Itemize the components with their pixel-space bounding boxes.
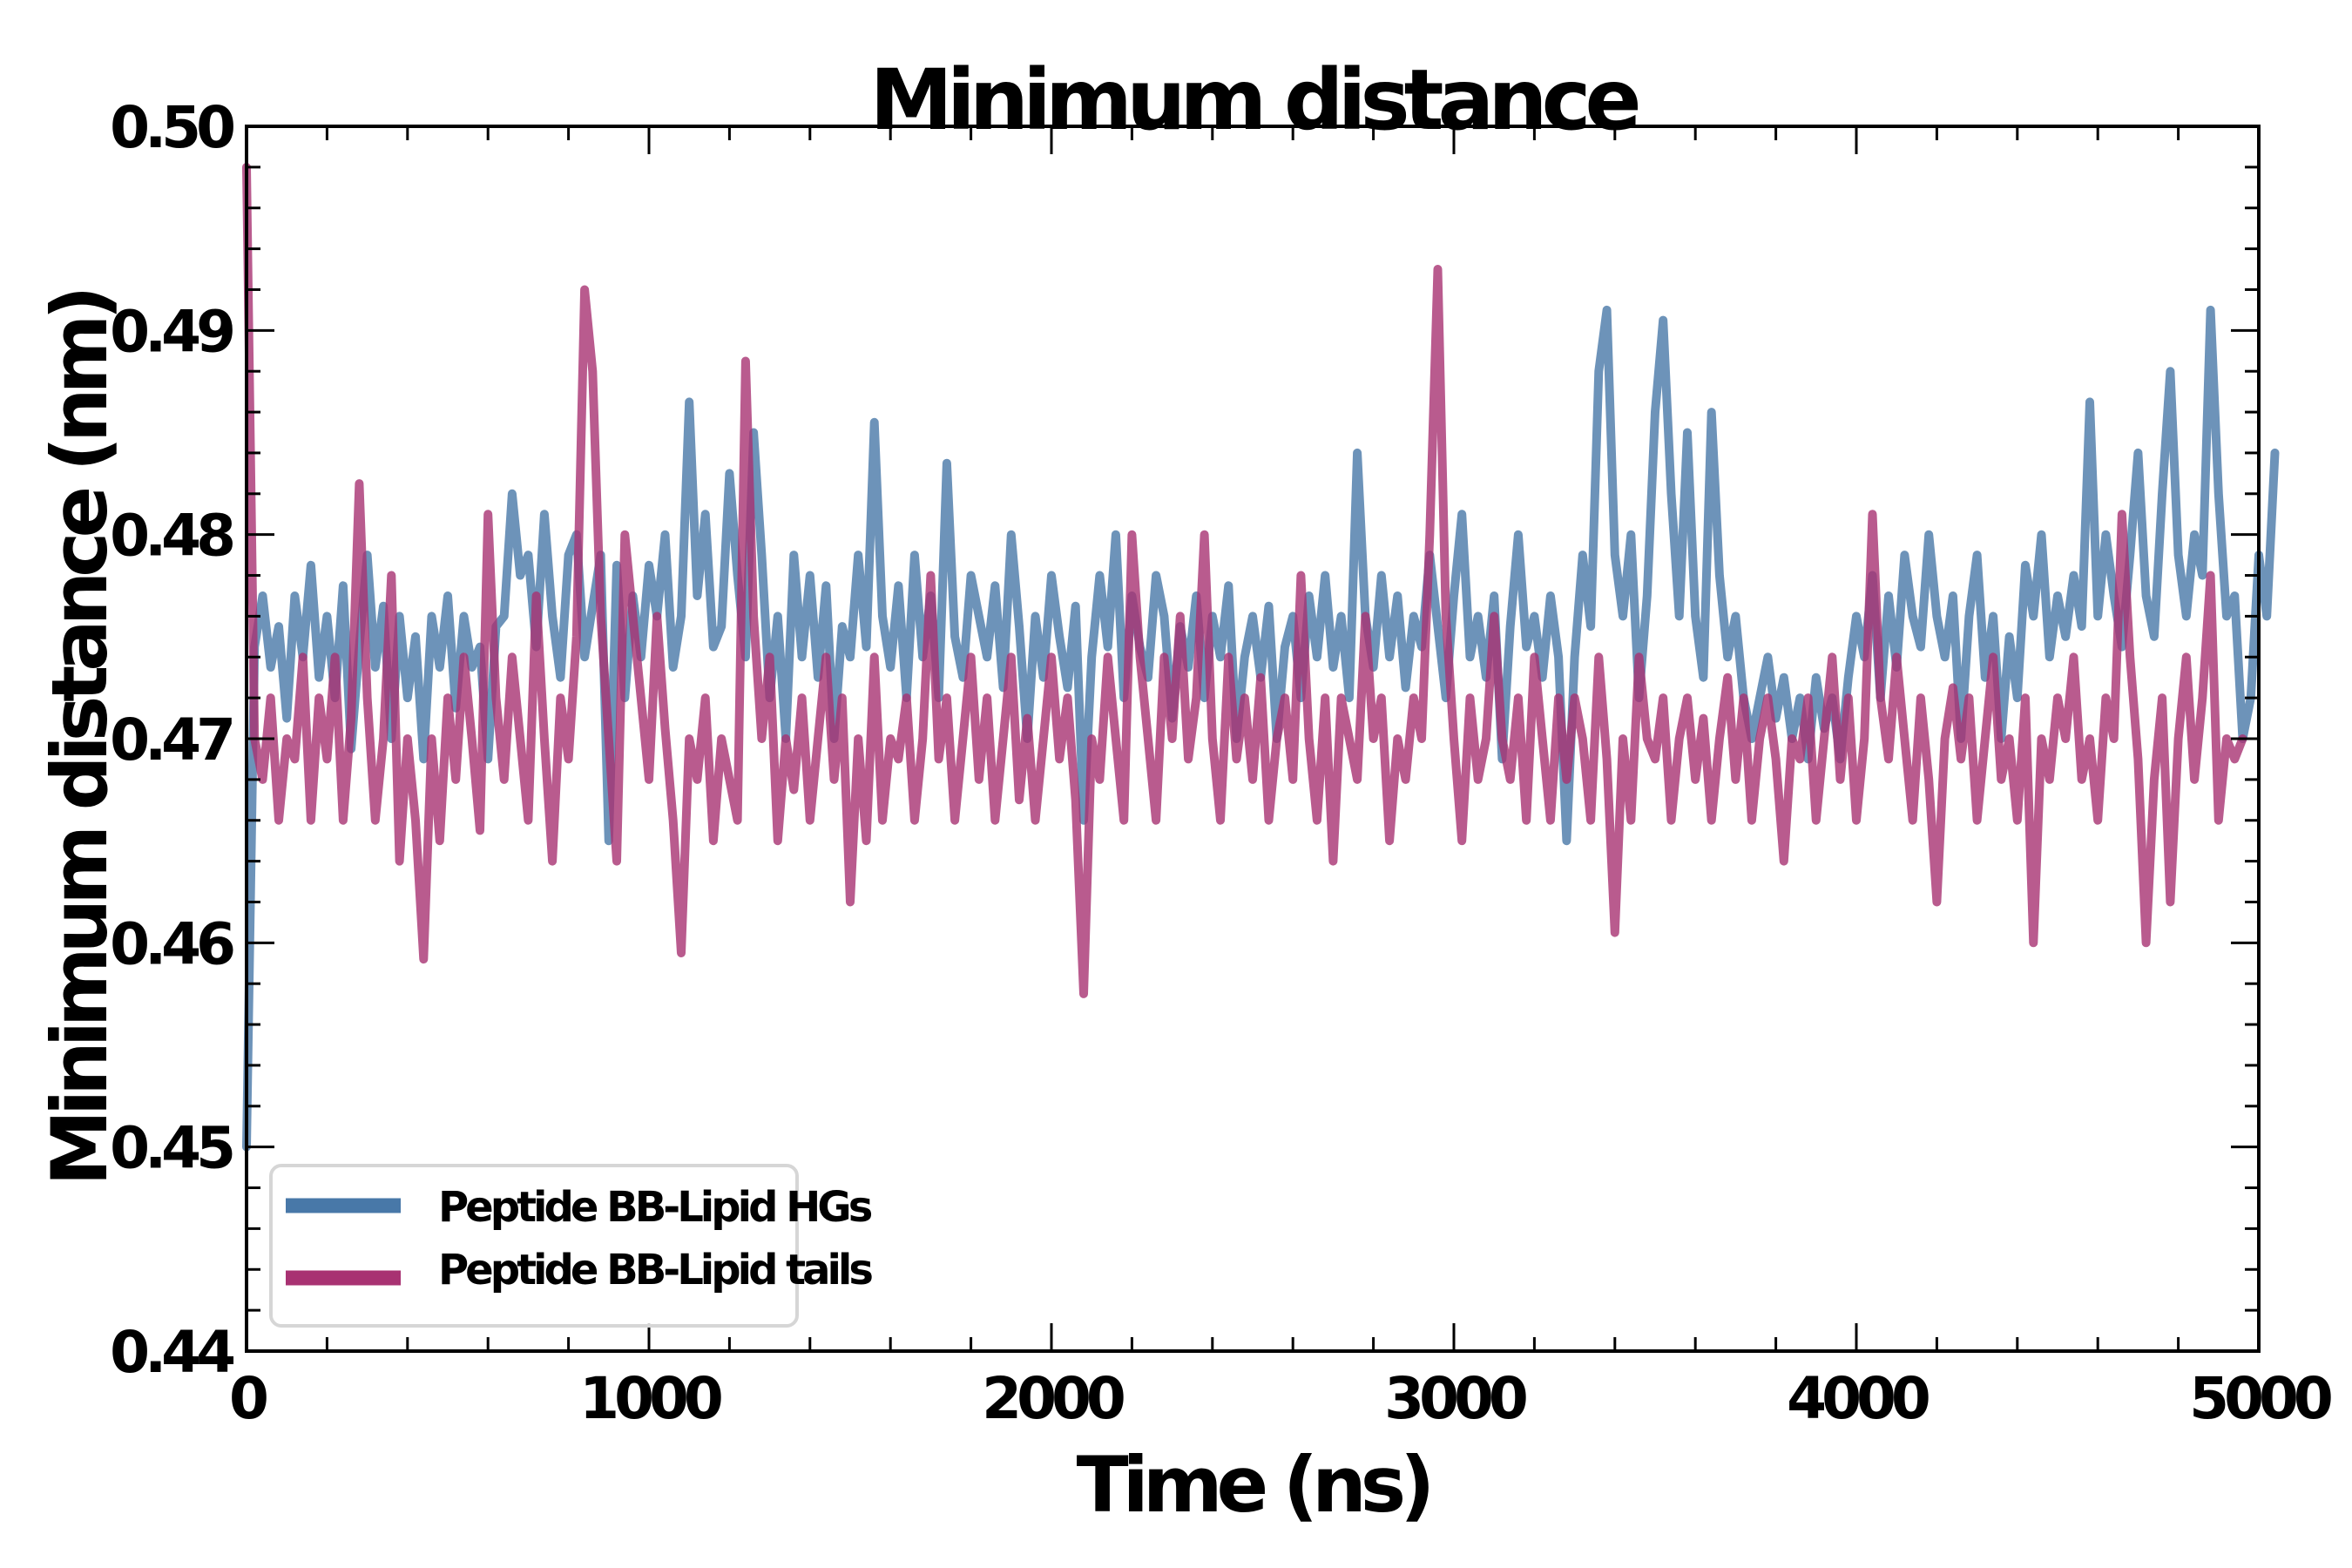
legend-label-hgs: Peptide BB-Lipid HGs [438, 1183, 872, 1232]
y-tick-label: 0.46 [110, 910, 233, 977]
y-tick-label: 0.47 [110, 706, 232, 774]
x-tick-labels: 0 1000 2000 3000 4000 5000 [229, 1365, 2336, 1432]
x-tick-label: 3000 [1384, 1365, 1526, 1432]
x-tick-label: 1000 [579, 1365, 721, 1432]
x-tick-label: 4000 [1787, 1365, 1929, 1432]
y-tick-label: 0.49 [110, 298, 233, 365]
y-tick-label: 0.45 [110, 1115, 233, 1182]
x-tick-label: 0 [229, 1365, 267, 1432]
y-tick-label: 0.44 [110, 1319, 233, 1386]
x-tick-label: 2000 [982, 1365, 1124, 1432]
x-axis-label: Time (ns) [1077, 1440, 1429, 1530]
ticks-layer [245, 125, 2261, 1353]
y-axis-label: Minimum distance (nm) [35, 291, 125, 1186]
y-tick-label: 0.48 [110, 503, 233, 570]
y-tick-labels: 0.44 0.45 0.46 0.47 0.48 0.49 0.50 [110, 94, 239, 1386]
legend-frame [269, 1164, 799, 1328]
x-tick-label: 5000 [2189, 1365, 2331, 1432]
legend: Peptide BB-Lipid HGs Peptide BB-Lipid ta… [269, 1164, 875, 1328]
legend-label-tails: Peptide BB-Lipid tails [438, 1246, 872, 1294]
chart-title: Minimum distance [869, 51, 1638, 149]
y-tick-label: 0.50 [110, 94, 233, 161]
series-layer [242, 162, 2280, 1152]
series-line-lipid-tails [242, 162, 2247, 998]
